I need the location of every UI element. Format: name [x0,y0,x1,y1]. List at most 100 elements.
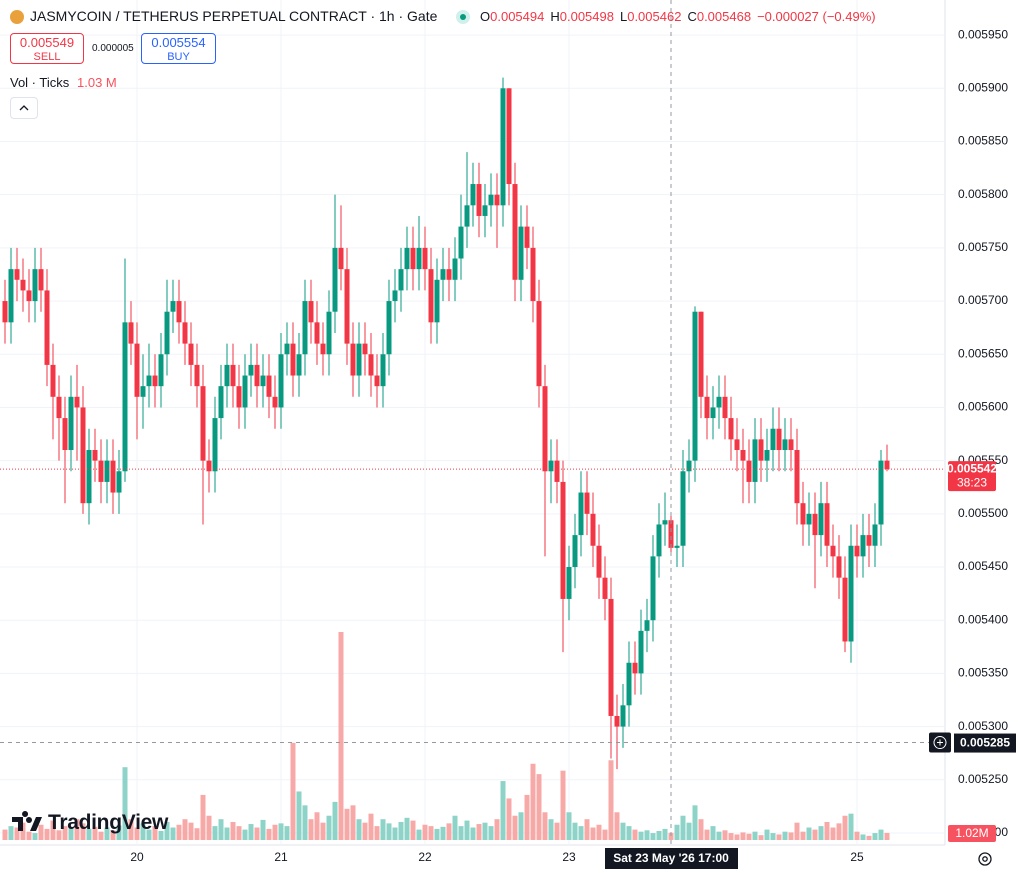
spread: 0.000005 [92,43,134,54]
collapse-button[interactable] [10,97,38,119]
candle-body [20,279,26,291]
candle-body [56,396,62,419]
volume-bar [770,833,776,840]
volume-bar [524,794,530,840]
candle-body [818,503,824,536]
buy-button[interactable]: 0.005554 BUY [141,33,216,64]
ohlc-value: 0.005468 [696,9,752,24]
candle-body [794,450,800,504]
volume-bar [824,821,830,840]
volume-bar [518,812,524,840]
candle-body [824,503,830,546]
volume-bar [392,827,398,840]
candle-body [236,386,242,408]
candle-body [764,450,770,461]
volume-bar [380,819,386,840]
candle-body [86,450,92,504]
crosshair-add-button[interactable] [929,732,951,753]
volume-bar [230,821,236,840]
candle-body [158,354,164,387]
candle-body [188,343,194,365]
candle-body [602,577,608,599]
candle-body [440,269,446,280]
volume-bar [494,819,500,840]
volume-bar [584,819,590,840]
volume-bar [68,828,74,840]
volume-legend-value: 1.03 M [77,75,117,90]
sell-button[interactable]: 0.005549 SELL [10,33,84,64]
volume-bar [872,833,878,840]
candle-body [572,535,578,568]
volume-bar [662,828,668,840]
candle-body [842,577,848,642]
volume-bar [338,632,344,840]
candle-body [230,364,236,387]
volume-bar [116,825,122,840]
candle-body [224,364,230,387]
candle-body [392,290,398,302]
collapse-icon [19,105,29,111]
volume-bar [482,822,488,840]
volume-legend-label: Vol · Ticks [10,75,70,90]
volume-bar [842,815,848,840]
volume-bar [692,805,698,840]
candle-body [278,354,284,408]
candle-body [176,301,182,323]
candle-body [782,439,788,450]
volume-bar [776,834,782,840]
volume-bar [356,819,362,840]
price-axis-bg [945,0,1018,872]
volume-bar [398,821,404,840]
candle-body [356,343,362,376]
volume-bar [866,835,872,840]
candle-body [194,364,200,387]
settings-button[interactable] [976,850,994,873]
volume-bar [446,823,452,840]
volume-bar [656,830,662,840]
volume-bar [122,767,128,840]
volume-bar [344,808,350,840]
volume-bar [404,817,410,840]
buy-price: 0.005554 [151,35,206,50]
candle-body [716,396,722,408]
volume-bar [812,829,818,840]
candle-body [728,418,734,440]
x-tick-label: 20 [130,850,144,864]
volume-bar [542,812,548,840]
candle-body [128,322,134,344]
volume-bar [152,826,158,840]
candle-body [338,247,344,270]
volume-bar [350,805,356,840]
candle-body [548,460,554,472]
candle-body [182,322,188,344]
volume-bar [500,781,506,840]
volume-bar [134,827,140,840]
candle-body [566,567,572,599]
volume-bar [44,828,50,840]
candle-body [470,184,476,206]
candle-body [218,386,224,419]
volume-bar [416,829,422,840]
volume-bar [818,826,824,840]
x-tick-label: 25 [850,850,864,864]
sell-price: 0.005549 [19,35,75,50]
crosshair-price-box [954,733,1016,753]
volume-bar [566,812,572,840]
candle-body [80,407,86,504]
y-tick-label: 0.005900 [958,80,1008,94]
candle-body [668,520,674,548]
volume-bar [98,831,104,840]
candle-body [626,662,632,706]
candle-body [446,269,452,280]
candle-body [350,343,356,376]
volume-bar [470,827,476,840]
volume-bar [326,815,332,840]
candle-body [830,545,836,557]
candle-body [428,269,434,323]
volume-bar [614,812,620,840]
candle-body [92,450,98,461]
candle-body [614,715,620,727]
candle-body [884,460,890,470]
buy-label: BUY [167,51,190,63]
candle-body [590,513,596,546]
